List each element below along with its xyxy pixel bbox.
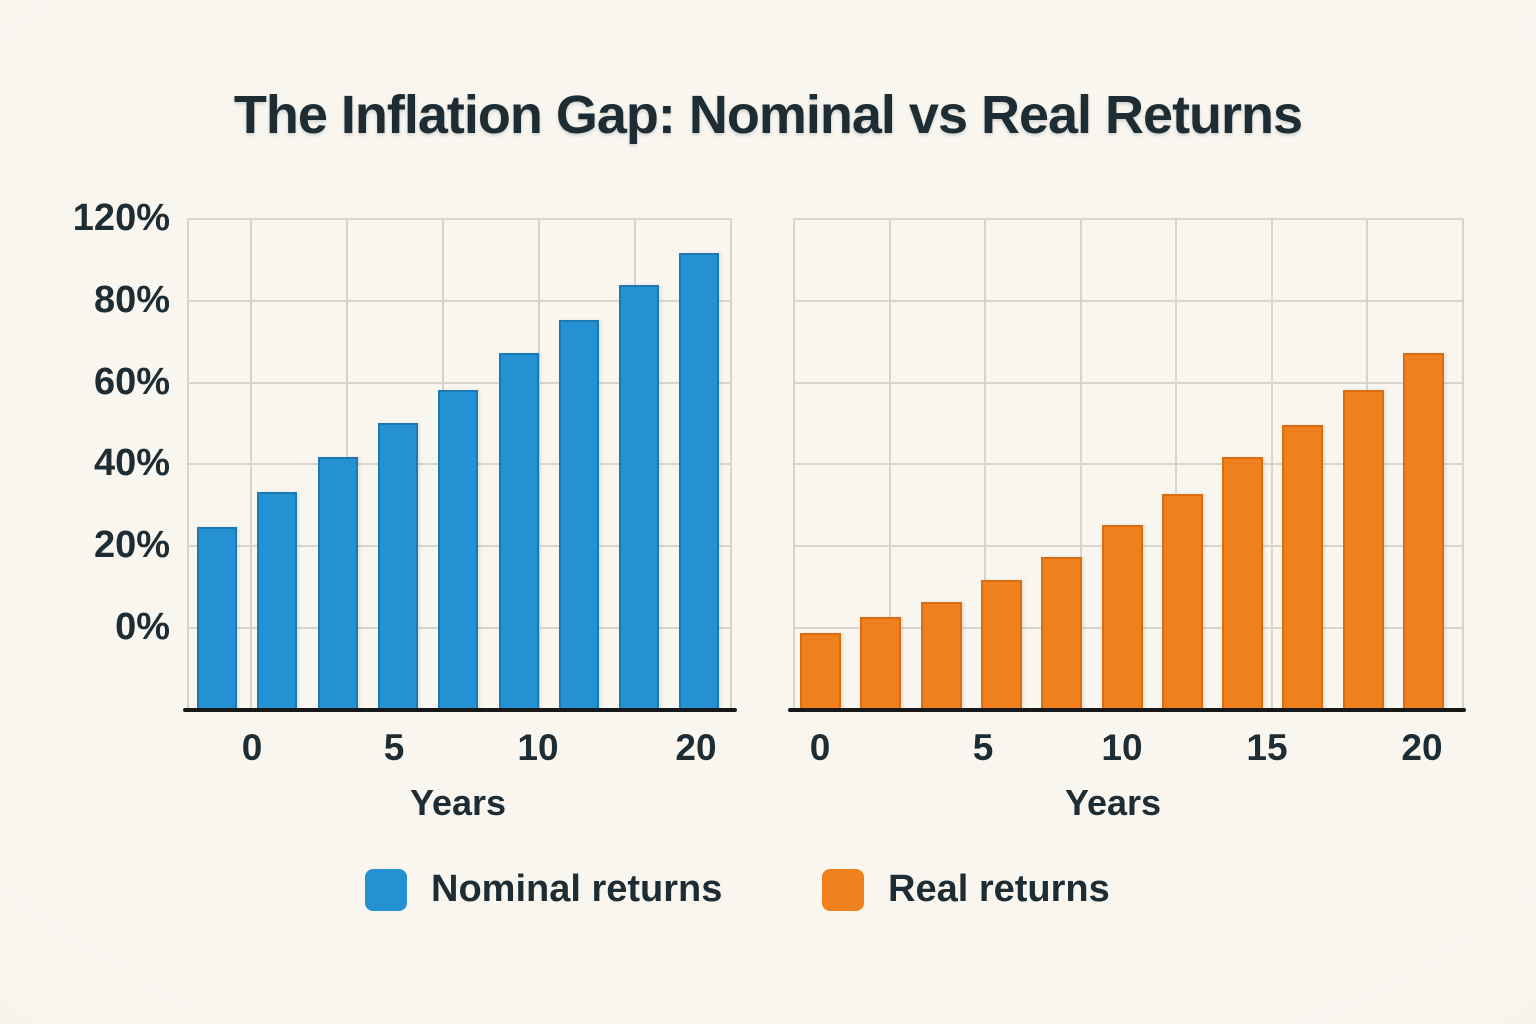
y-tick-label: 120% [72, 197, 170, 239]
x-tick-label: 5 [383, 727, 405, 768]
chart-title: The Inflation Gap: Nominal vs Real Retur… [233, 85, 1303, 145]
bar-nominal-returns-6 [559, 320, 599, 710]
bar-nominal-returns-4 [438, 390, 478, 710]
x-tick-label: 5 [972, 727, 994, 768]
bar-nominal-returns-8 [679, 253, 719, 710]
legend-item-nominal: Nominal returns [365, 868, 722, 911]
x-tick-label: 20 [1401, 727, 1443, 768]
gridline-vertical [1462, 218, 1464, 708]
gridline-vertical [538, 218, 540, 708]
x-axis-line [183, 708, 737, 712]
bar-real-returns-2 [921, 602, 962, 710]
legend-label-real: Real returns [888, 868, 1110, 910]
x-tick-label: 0 [241, 727, 263, 768]
gridline-horizontal [793, 300, 1462, 302]
gridline-horizontal [793, 218, 1462, 220]
x-tick-label: 10 [1101, 727, 1143, 768]
legend: Nominal returns Real returns [0, 868, 1536, 914]
x-tick-label: 0 [809, 727, 831, 768]
gridline-vertical [250, 218, 252, 708]
bar-nominal-returns-3 [378, 423, 418, 710]
x-tick-label: 20 [675, 727, 717, 768]
bar-real-returns-5 [1102, 525, 1143, 710]
gridline-horizontal [793, 382, 1462, 384]
gridline-horizontal [187, 300, 730, 302]
x-axis-line [788, 708, 1466, 712]
bar-real-returns-6 [1162, 494, 1203, 710]
bar-real-returns-4 [1041, 557, 1082, 710]
bar-nominal-returns-1 [257, 492, 297, 710]
x-tick-label: 15 [1246, 727, 1288, 768]
bar-nominal-returns-7 [619, 285, 659, 710]
y-tick-label: 40% [93, 442, 170, 484]
x-axis-title-real: Years [1064, 782, 1162, 823]
legend-label-nominal: Nominal returns [431, 868, 723, 910]
legend-swatch-real [822, 868, 864, 911]
bar-nominal-returns-5 [499, 353, 539, 710]
x-axis-title-nominal: Years [409, 782, 507, 823]
bar-nominal-returns-0 [197, 527, 237, 710]
gridline-horizontal [187, 218, 730, 220]
gridline-vertical [1175, 218, 1177, 708]
gridline-horizontal [187, 382, 730, 384]
y-tick-label: 20% [93, 524, 170, 566]
bar-real-returns-0 [800, 633, 841, 710]
gridline-vertical [187, 218, 189, 708]
gridline-horizontal [793, 463, 1462, 465]
gridline-vertical [793, 218, 795, 708]
gridline-vertical [730, 218, 732, 708]
gridline-vertical [1271, 218, 1273, 708]
bar-real-returns-8 [1282, 425, 1323, 710]
y-tick-label: 80% [93, 279, 170, 321]
gridline-vertical [1080, 218, 1082, 708]
legend-item-real: Real returns [822, 868, 1110, 911]
gridline-vertical [984, 218, 986, 708]
bar-real-returns-3 [981, 580, 1022, 710]
y-tick-label: 60% [93, 361, 170, 403]
bar-real-returns-10 [1403, 353, 1444, 710]
y-tick-label: 0% [115, 606, 170, 648]
bar-real-returns-9 [1343, 390, 1384, 710]
gridline-vertical [889, 218, 891, 708]
bar-nominal-returns-2 [318, 457, 358, 710]
x-tick-label: 10 [517, 727, 559, 768]
legend-swatch-nominal [365, 868, 407, 911]
bar-real-returns-7 [1222, 457, 1263, 710]
bar-real-returns-1 [860, 617, 901, 710]
